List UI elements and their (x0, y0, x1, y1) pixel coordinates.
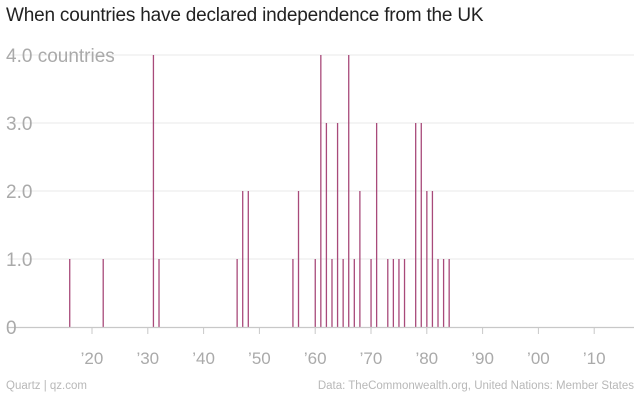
bar (437, 259, 439, 327)
bar (431, 191, 434, 327)
y-tick-label: 1.0 (6, 250, 32, 271)
x-tick-label: ’10 (583, 349, 606, 368)
x-tick-label: ’30 (136, 349, 159, 368)
footer-source: Data: TheCommonwealth.org, United Nation… (317, 380, 634, 392)
bar (325, 123, 328, 327)
x-tick-label: ’00 (527, 349, 550, 368)
bar (158, 259, 160, 327)
bar (336, 123, 339, 327)
bar (392, 259, 395, 327)
x-tick-label: ’20 (81, 349, 104, 368)
bar (242, 191, 244, 327)
bar (331, 259, 333, 327)
bar (370, 259, 372, 327)
bar (236, 259, 238, 327)
bar (353, 259, 355, 327)
footer-credit: Quartz | qz.com (6, 380, 87, 392)
y-axis-labels: 0 1.0 2.0 3.0 4.0 countries (6, 46, 115, 339)
x-tick-label: ’80 (415, 349, 438, 368)
chart-title: When countries have declared independenc… (6, 5, 484, 26)
bar (348, 55, 350, 327)
bar (69, 259, 71, 327)
bar (442, 259, 445, 327)
y-tick-label: 2.0 (6, 182, 32, 203)
bar (426, 191, 428, 327)
x-axis: ’20 ’30 ’40 ’50 ’60 ’70 ’80 ’90 ’00 ’10 (8, 326, 634, 368)
bar (342, 259, 344, 327)
bar (415, 123, 417, 327)
bar (448, 259, 450, 327)
bar (375, 123, 378, 327)
x-tick-label: ’60 (304, 349, 327, 368)
bar (320, 55, 322, 327)
bar (314, 259, 316, 327)
y-tick-label: 3.0 (6, 114, 32, 135)
bar (152, 55, 155, 327)
bar (297, 191, 300, 327)
bar (359, 191, 361, 327)
x-tick-label: ’70 (360, 349, 383, 368)
bars (69, 55, 450, 327)
y-tick-label: 0 (6, 318, 17, 339)
x-tick-label: ’90 (471, 349, 494, 368)
bar (102, 259, 104, 327)
bar (398, 259, 400, 327)
x-tick-label: ’40 (192, 349, 215, 368)
x-tick-label: ’50 (248, 349, 271, 368)
y-tick-label: 4.0 countries (6, 46, 115, 67)
bar (420, 123, 422, 327)
bar (292, 259, 294, 327)
bar (387, 259, 389, 327)
bar (247, 191, 249, 327)
bar (403, 259, 406, 327)
